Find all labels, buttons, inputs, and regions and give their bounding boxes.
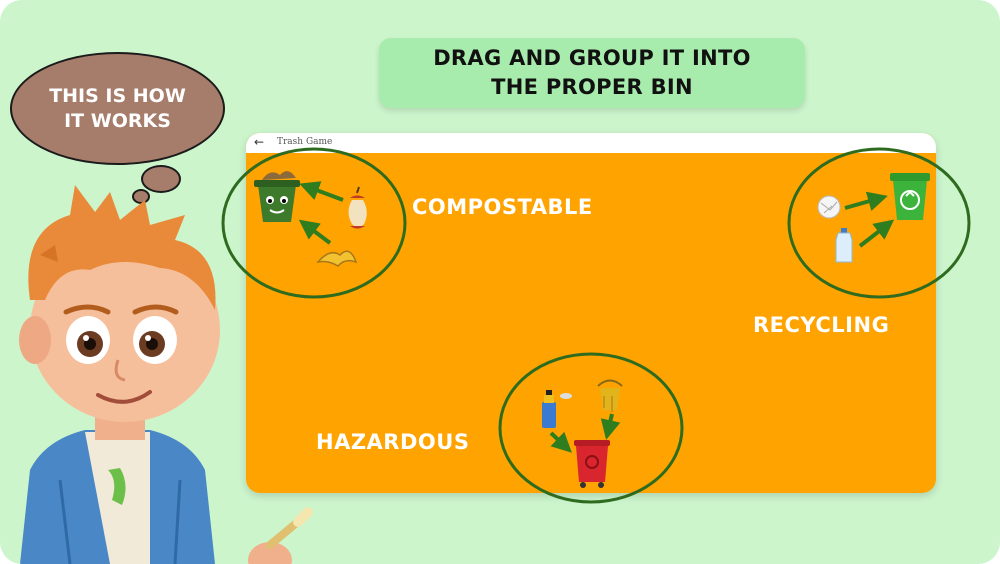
app-bar: ← Trash Game bbox=[246, 133, 936, 153]
hazard-group-circle bbox=[498, 352, 684, 504]
apple-core-icon[interactable] bbox=[348, 186, 367, 229]
boy-character bbox=[19, 185, 313, 564]
back-arrow-icon[interactable]: ← bbox=[254, 135, 265, 149]
spray-can-icon[interactable] bbox=[542, 390, 572, 428]
paper-ball-icon[interactable] bbox=[817, 195, 841, 219]
arrow-icon bbox=[298, 219, 332, 245]
paint-bucket-icon[interactable] bbox=[597, 379, 623, 413]
compost-bin-icon[interactable] bbox=[254, 171, 300, 222]
category-compostable: COMPOSTABLE bbox=[412, 195, 593, 219]
hazardous-bin-icon[interactable] bbox=[574, 440, 610, 488]
banana-peel-icon[interactable] bbox=[316, 250, 358, 267]
arrow-icon bbox=[600, 413, 621, 440]
thought-dot-large bbox=[141, 165, 181, 193]
compost-group-circle bbox=[221, 147, 407, 299]
thought-bubble: THIS IS HOW IT WORKS bbox=[10, 52, 225, 165]
thought-dot-small bbox=[132, 189, 150, 204]
recycle-bin-icon[interactable] bbox=[890, 173, 930, 220]
recycle-group-circle bbox=[787, 147, 971, 299]
banner-line-1: DRAG AND GROUP IT INTO bbox=[433, 46, 751, 70]
category-hazardous: HAZARDOUS bbox=[316, 430, 470, 454]
banner-line-2: THE PROPER BIN bbox=[491, 75, 693, 99]
category-recycling: RECYCLING bbox=[753, 313, 890, 337]
arrow-icon bbox=[549, 431, 572, 453]
arrow-icon bbox=[844, 191, 888, 211]
instruction-banner: DRAG AND GROUP IT INTO THE PROPER BIN bbox=[379, 38, 805, 108]
bubble-line-2: IT WORKS bbox=[64, 109, 171, 132]
arrow-icon bbox=[858, 219, 895, 248]
app-title: Trash Game bbox=[277, 137, 333, 147]
game-area: ← Trash Game COMPOSTABLE RECYCLING HAZAR… bbox=[246, 133, 936, 493]
plastic-bottle-icon[interactable] bbox=[835, 228, 853, 263]
arrow-icon bbox=[299, 181, 344, 202]
bubble-line-1: THIS IS HOW bbox=[49, 84, 186, 107]
